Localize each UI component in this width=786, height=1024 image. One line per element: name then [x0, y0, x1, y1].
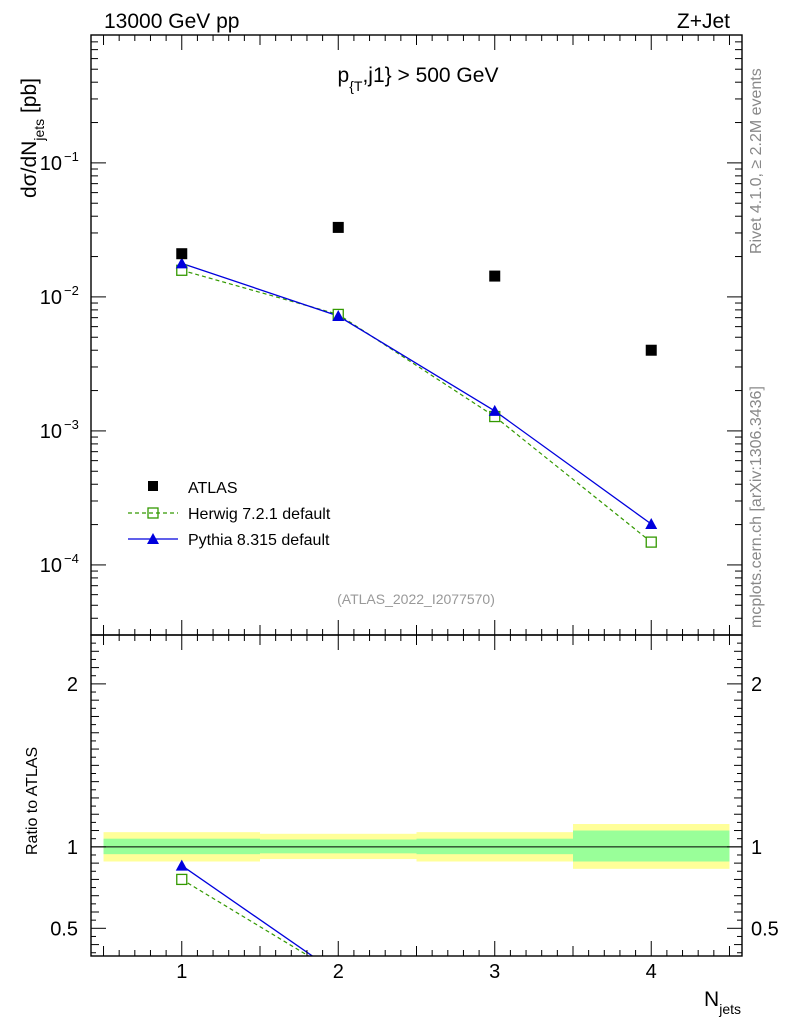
- x-tick-label: 2: [333, 961, 344, 983]
- main-y-axis-label-unit: [pb]: [18, 78, 41, 119]
- ratio-data-layer: [91, 824, 742, 956]
- x-tick-label: 1: [176, 961, 187, 983]
- legend: ATLAS Herwig 7.2.1 default Pythia 8.315 …: [128, 480, 331, 549]
- legend-herwig-label: Herwig 7.2.1 default: [188, 506, 331, 523]
- main-panel: [175, 221, 658, 548]
- ratio-panel: [91, 824, 742, 956]
- legend-pythia-marker: [147, 533, 159, 544]
- header-process-label: Z+Jet: [677, 10, 730, 33]
- main-title-subscript: {T: [349, 78, 363, 94]
- ratio-herwig-line: [181, 878, 310, 956]
- main-y-tick-label: 10: [40, 555, 62, 577]
- ratio-y-axis-label: Ratio to ATLAS: [24, 747, 41, 855]
- main-y-tick-exponent: −4: [64, 551, 79, 566]
- main-title-rest: ,j1} > 500 GeV: [362, 64, 498, 87]
- ratio-pythia-line: [181, 865, 314, 956]
- pythia-point: [645, 518, 658, 530]
- x-tick-label: 3: [489, 961, 500, 983]
- main-y-axis-label: dσ/dNjets [pb]: [18, 78, 47, 198]
- ratio-herwig-point: [176, 873, 188, 886]
- atlas-point: [645, 344, 657, 356]
- pythia-point: [332, 310, 345, 322]
- ratio-y-tick-label-right: 1: [751, 837, 762, 859]
- analysis-watermark: (ATLAS_2022_I2077570): [337, 591, 495, 607]
- axes-frames: 10 −110 −210 −310 −41 2 3 40.5 0.51 12 2: [40, 34, 779, 983]
- ratio-frame: [90, 634, 743, 957]
- ratio-y-tick-label-left: 1: [67, 837, 78, 859]
- ratio-pythia-point: [175, 859, 188, 871]
- main-data-layer: [175, 221, 658, 548]
- main-y-tick-exponent: −3: [64, 417, 79, 432]
- main-title: p{T,j1} > 500 GeV: [338, 64, 499, 94]
- legend-pythia-label: Pythia 8.315 default: [188, 532, 330, 549]
- ratio-y-tick-label-right: 0.5: [751, 918, 779, 940]
- ratio-band-inner: [572, 830, 730, 862]
- legend-atlas-marker: [148, 481, 158, 491]
- atlas-point: [332, 221, 344, 233]
- ratio-y-tick-label-left: 2: [67, 674, 78, 696]
- pythia-line: [181, 262, 652, 525]
- header-energy-label: 13000 GeV pp: [104, 10, 239, 33]
- x-axis-label-subscript: jets: [718, 1001, 741, 1017]
- atlas-point: [176, 248, 188, 260]
- legend-atlas-label: ATLAS: [188, 480, 238, 497]
- ratio-y-tick-label-left: 0.5: [50, 918, 78, 940]
- herwig-point: [645, 536, 657, 548]
- main-y-tick-label: 10: [40, 153, 62, 175]
- main-y-axis-label-main: dσ/dN: [18, 141, 41, 198]
- x-tick-label: 4: [646, 961, 657, 983]
- x-axis-label: Njets: [704, 988, 741, 1017]
- herwig-line: [181, 269, 652, 543]
- atlas-point: [489, 270, 501, 282]
- main-y-tick-label: 10: [40, 287, 62, 309]
- x-axis-label-main: N: [704, 988, 719, 1011]
- main-y-tick-label: 10: [40, 421, 62, 443]
- legend-herwig-marker: [147, 507, 159, 519]
- pythia-point: [175, 257, 188, 269]
- main-y-axis-label-subscript: jets: [31, 119, 47, 142]
- main-y-tick-exponent: −2: [64, 283, 79, 298]
- main-title-p: p: [338, 64, 350, 87]
- ratio-y-tick-label-right: 2: [751, 674, 762, 696]
- rivet-version-label: Rivet 4.1.0, ≥ 2.2M events: [748, 68, 765, 254]
- pythia-point: [488, 404, 501, 416]
- main-y-tick-exponent: −1: [64, 149, 79, 164]
- mcplots-label: mcplots.cern.ch [arXiv:1306.3436]: [748, 386, 765, 628]
